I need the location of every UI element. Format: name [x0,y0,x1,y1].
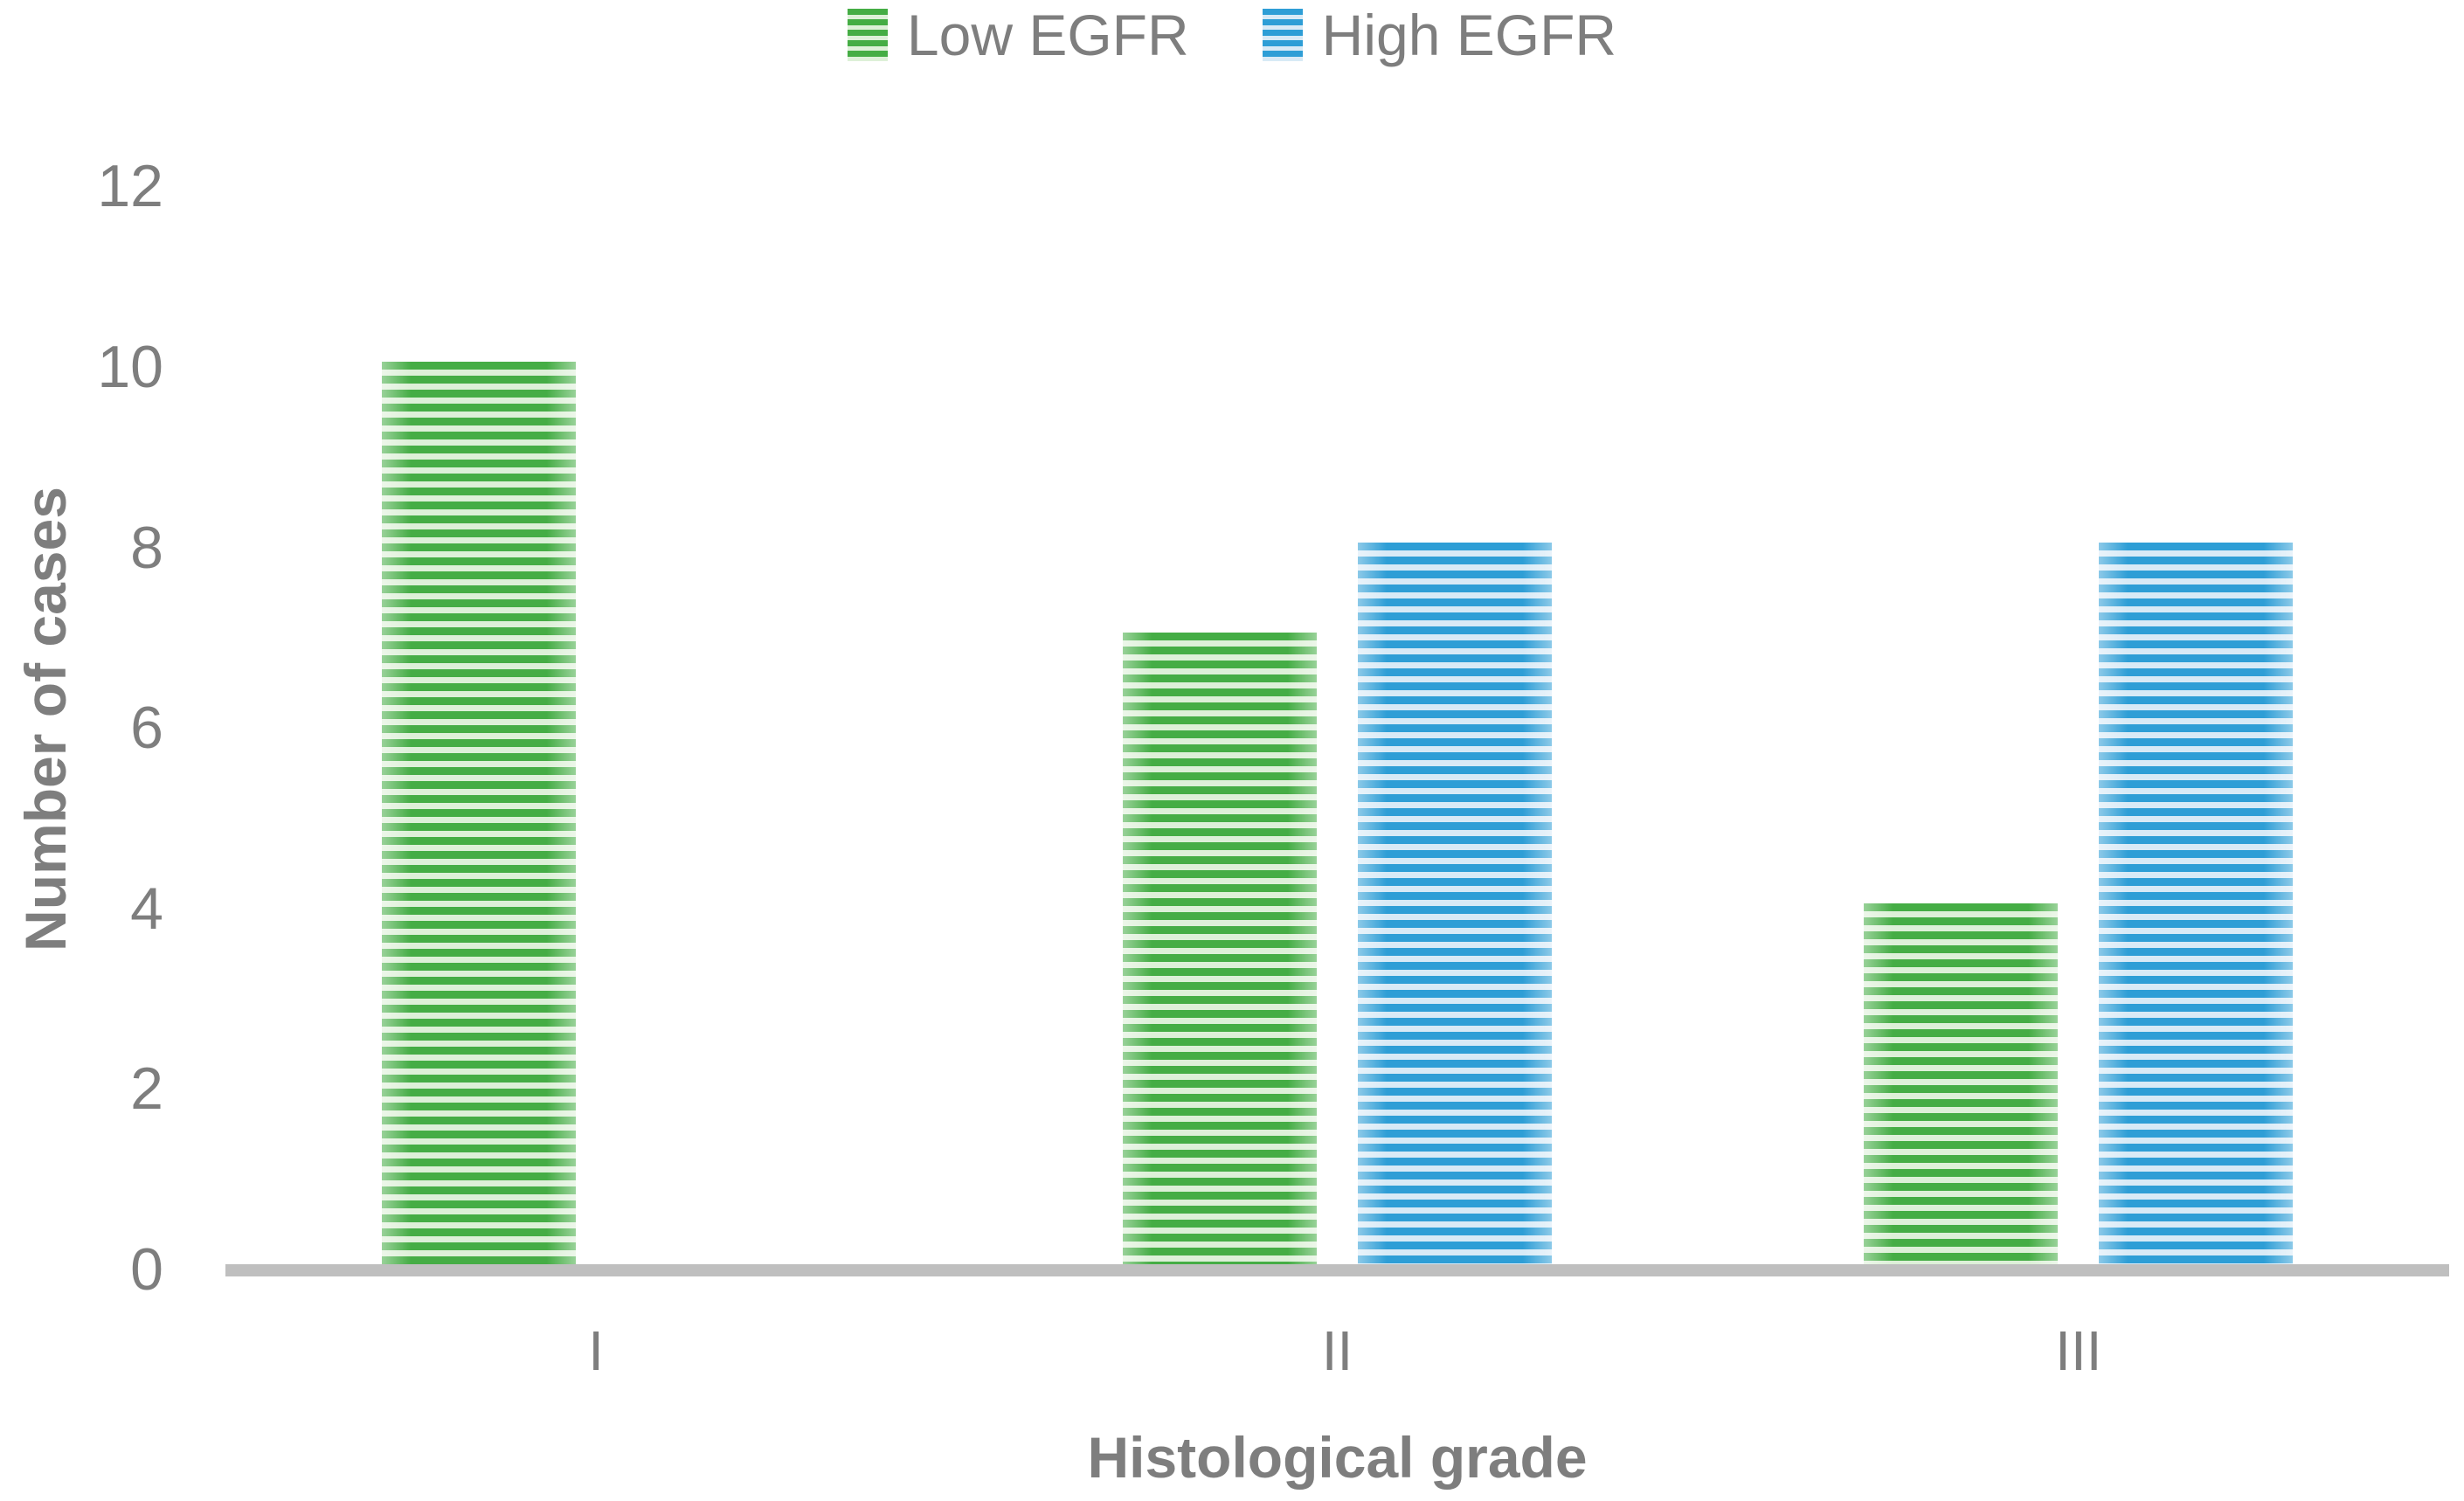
x-category-label-III: III [2055,1319,2102,1382]
bar-low-egfr-grade-I [381,362,576,1264]
y-tick-label-10: 10 [97,334,163,400]
x-category-label-I: I [588,1319,605,1382]
y-tick-label-2: 2 [130,1055,163,1123]
y-tick-label-4: 4 [130,875,163,942]
legend-item-high-egfr: High EGFR [1262,3,1617,67]
y-tick-label-6: 6 [130,695,163,762]
bar-high-egfr-grade-II [1358,542,1552,1264]
legend-label-low-egfr: Low EGFR [906,3,1189,67]
low-egfr-striped-swatch-icon [847,9,888,61]
x-axis-title: Histological grade [1087,1425,1588,1490]
bar-low-egfr-grade-II [1123,632,1317,1264]
bar-high-egfr-grade-III [2099,542,2294,1264]
x-axis-line [225,1264,2449,1276]
legend-item-low-egfr: Low EGFR [847,3,1189,67]
y-tick-label-0: 0 [130,1236,163,1303]
high-egfr-striped-swatch-icon [1262,9,1303,61]
y-tick-label-8: 8 [130,514,163,581]
bar-low-egfr-grade-III [1864,903,2059,1264]
legend-label-high-egfr: High EGFR [1321,3,1617,67]
x-category-label-II: II [1321,1319,1353,1382]
legend: Low EGFR High EGFR [0,3,2464,66]
y-tick-label-12: 12 [97,153,163,220]
